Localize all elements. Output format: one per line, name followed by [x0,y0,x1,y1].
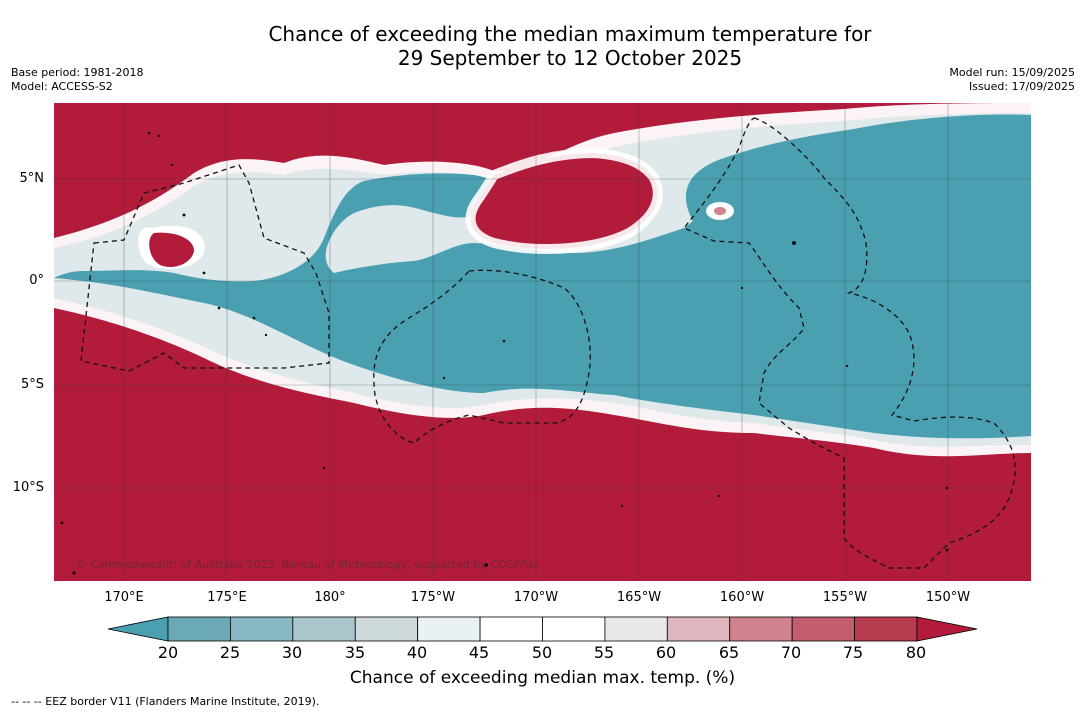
island [72,571,76,575]
colorbar-tick-55: 55 [593,643,615,662]
colorbar-segment [417,616,481,642]
colorbar-segment [292,616,356,642]
copyright-notice: © Commonwealth of Australia 2025, Bureau… [76,558,540,571]
colorbar-segment [854,616,918,642]
lon-label-165w: 165°W [616,590,662,605]
island [484,563,488,567]
colorbar-tick-40: 40 [406,643,428,662]
island [170,163,174,167]
base-period: Base period: 1981-2018 [11,66,144,79]
colorbar-segment [604,616,668,642]
island [845,364,849,368]
colorbar-segment [167,616,231,642]
title-line-2: 29 September to 12 October 2025 [397,46,743,70]
island [202,271,206,275]
colorbar-segment [479,616,543,642]
model-name: Model: ACCESS-S2 [11,80,113,93]
colorbar [107,616,978,642]
model-run: Model run: 15/09/2025 [949,66,1075,79]
colorbar-tick-65: 65 [718,643,740,662]
colorbar-tick-75: 75 [842,643,864,662]
colorbar-segment [230,616,294,642]
island [157,134,161,138]
lat-label-0: 0° [29,273,44,288]
colorbar-segment [666,616,731,642]
colorbar-extend-high [916,616,978,642]
title-line-1: Chance of exceeding the median maximum t… [268,22,872,46]
colorbar-tick-35: 35 [344,643,366,662]
island [740,286,744,290]
map-title: Chance of exceeding the median maximum t… [0,22,1085,70]
lat-label-5n: 5°N [19,171,45,186]
lon-label-180: 180° [314,590,346,605]
colorbar-tick-30: 30 [281,643,303,662]
island [717,494,721,498]
colorbar-tick-70: 70 [780,643,802,662]
colorbar-tick-80: 80 [905,643,927,662]
eez-border-northeast [682,117,1016,569]
island [792,241,796,245]
eez-borders [80,117,1016,569]
colorbar-extend-low [107,616,169,642]
colorbar-tick-60: 60 [655,643,677,662]
island [502,339,506,343]
lon-label-175e: 175°E [207,590,247,605]
warm-blob-north [470,153,658,249]
gridlines [54,103,1031,581]
colorbar-tick-20: 20 [157,643,179,662]
map-canvas [54,103,1031,581]
lon-label-170w: 170°W [513,590,559,605]
eez-border-west [80,164,330,372]
warm-blob-west-core [149,232,194,268]
island [945,548,949,552]
island [945,486,949,490]
colorbar-segment [729,616,793,642]
island [60,521,64,525]
colorbar-segment [354,616,419,642]
warm-spot-east-core [714,207,726,215]
island [182,213,186,217]
map-panel[interactable] [54,103,1031,581]
lon-label-170e: 170°E [104,590,144,605]
meta-right: Model run: 15/09/2025 Issued: 17/09/2025 [949,66,1075,94]
island [442,376,446,380]
lat-label-10s: 10°S [12,480,44,495]
island [252,316,256,320]
colorbar-tick-50: 50 [531,643,553,662]
lon-label-175w: 175°W [410,590,456,605]
islands [60,131,949,575]
meta-left: Base period: 1981-2018 Model: ACCESS-S2 [11,66,143,94]
colorbar-label: Chance of exceeding median max. temp. (%… [349,668,736,688]
lon-label-160w: 160°W [719,590,765,605]
issued-date: Issued: 17/09/2025 [968,80,1075,93]
lon-label-150w: 150°W [925,590,971,605]
colorbar-segment [791,616,855,642]
warm-blob-north-halo [465,147,663,254]
island [147,131,151,135]
island [264,333,268,337]
colorbar-tick-25: 25 [219,643,241,662]
island [322,466,326,470]
colorbar-segment [542,616,606,642]
below-median-region [54,114,1031,439]
colorbar-tick-45: 45 [468,643,490,662]
eez-footnote: -- -- -- EEZ border V11 (Flanders Marine… [11,695,320,708]
island [620,504,624,508]
eez-border-central [373,269,591,444]
lat-label-5s: 5°S [20,377,44,392]
island [217,306,221,310]
lon-label-155w: 155°W [822,590,868,605]
